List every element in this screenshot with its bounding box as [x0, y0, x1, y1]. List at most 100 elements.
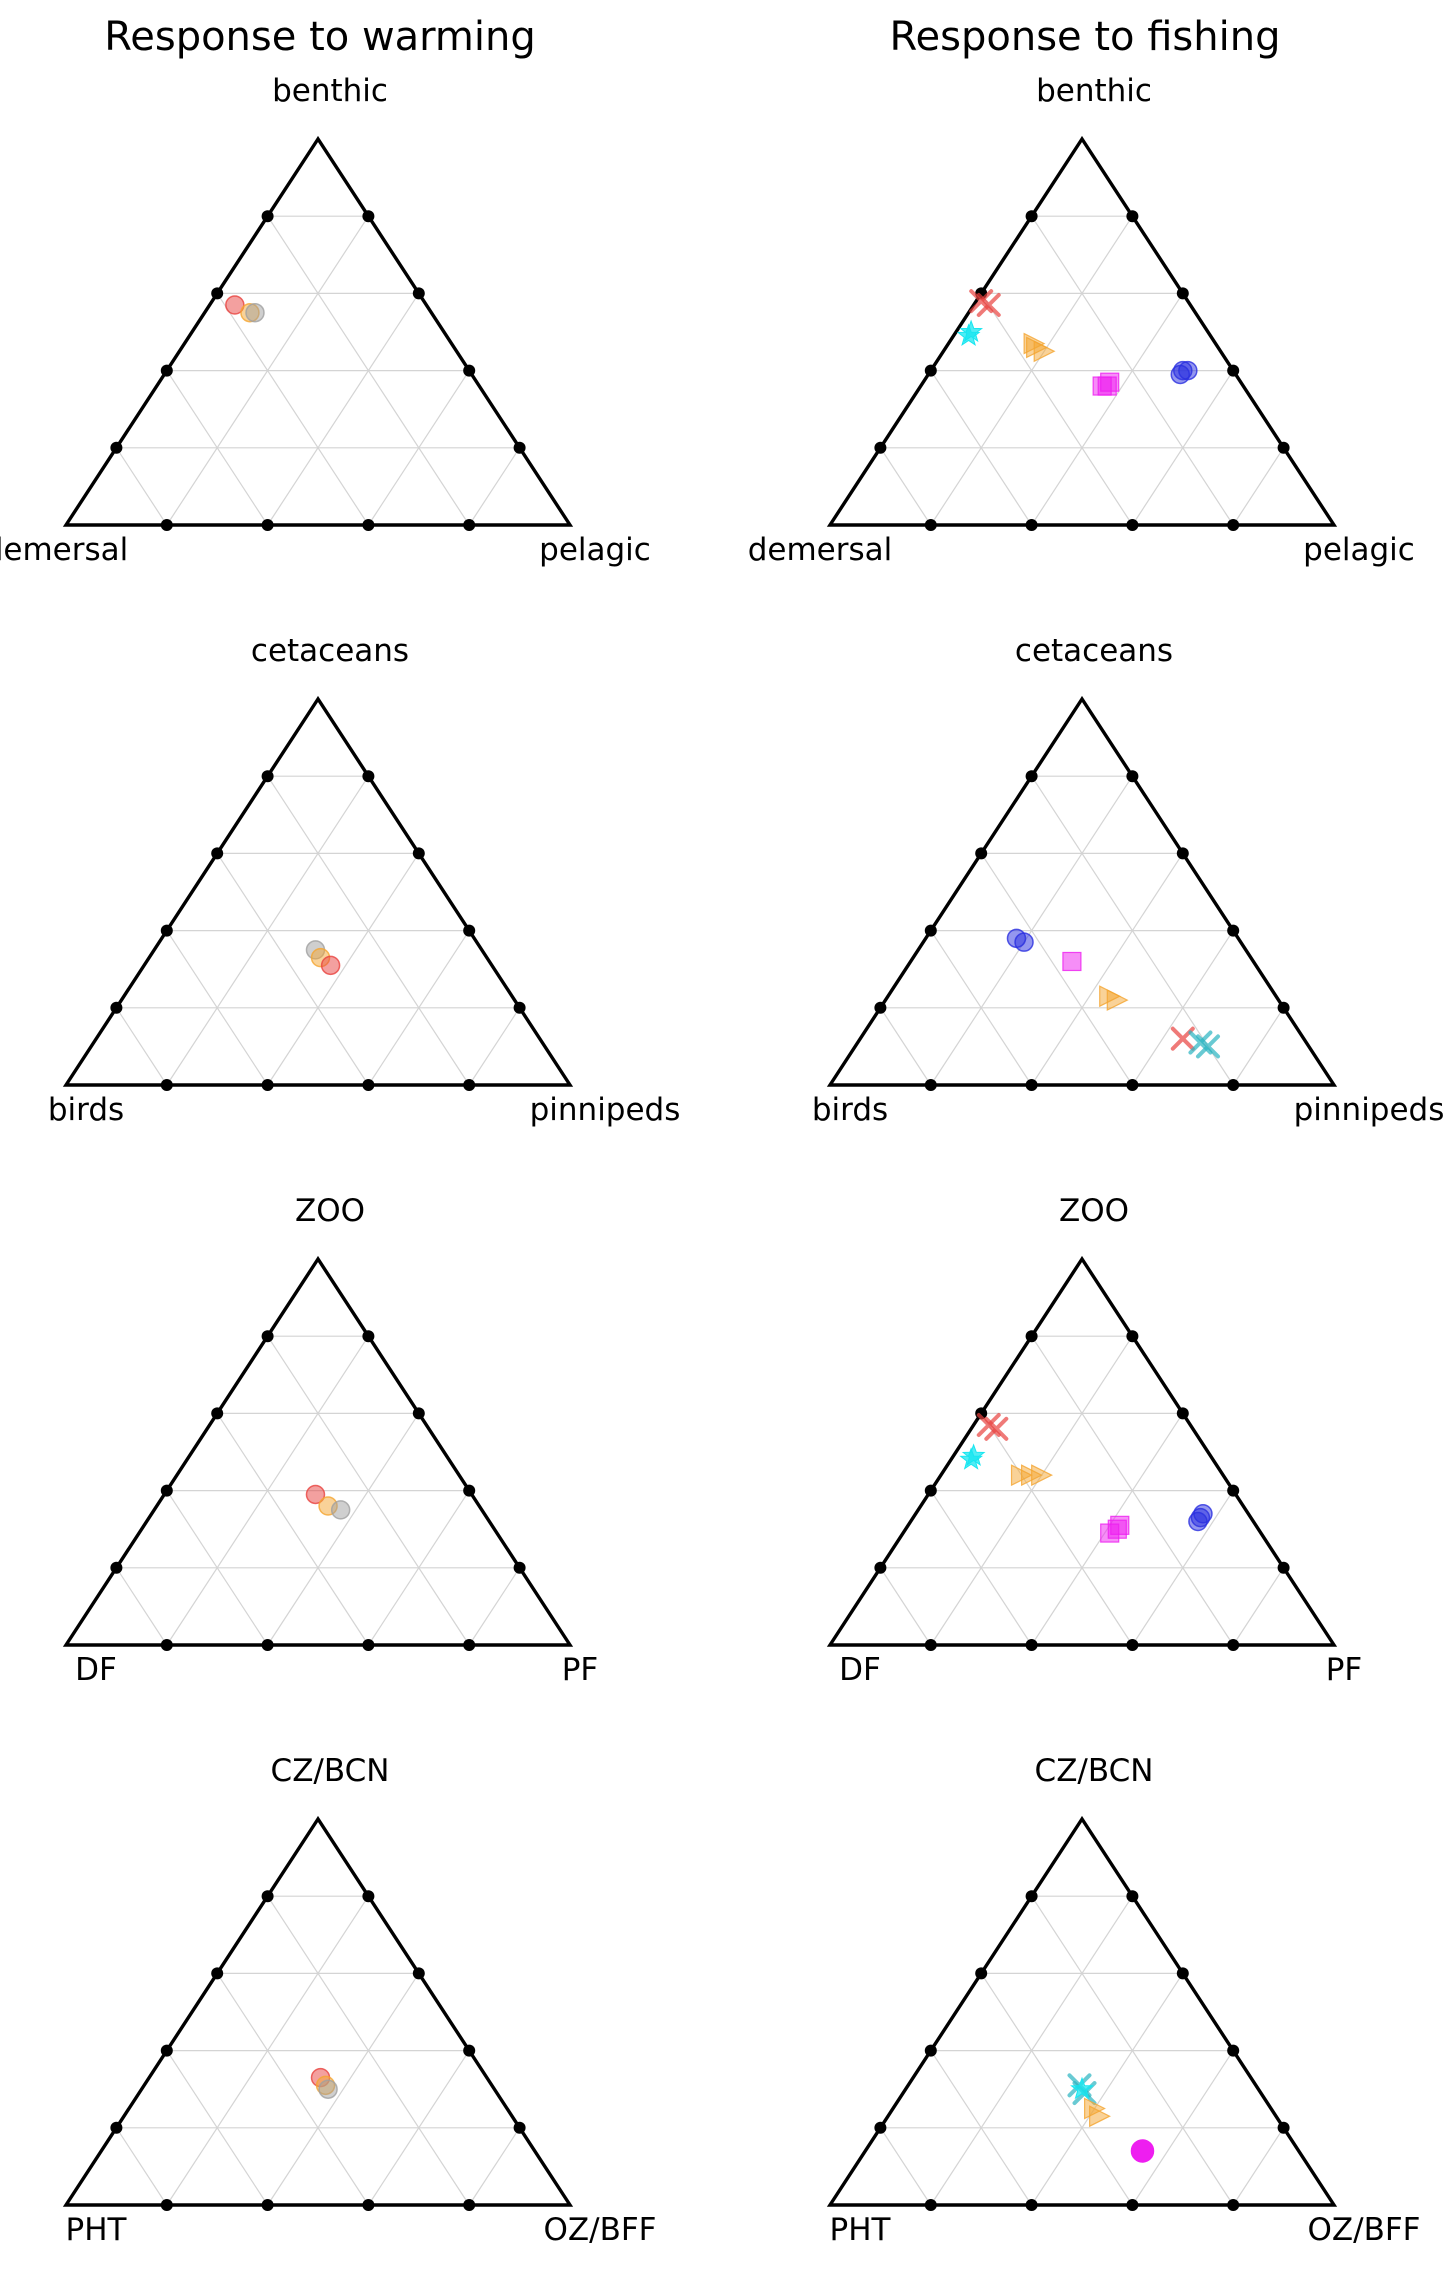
corner-label-top: cetaceans	[251, 633, 409, 669]
tick-dot	[1025, 1079, 1038, 1091]
tick-dot	[1126, 1079, 1139, 1091]
corner-label-top: benthic	[1036, 73, 1152, 109]
tick-dot	[362, 2199, 375, 2211]
point-5-circle	[1130, 2139, 1155, 2163]
grid-lines	[879, 775, 1285, 1086]
grid-line	[1031, 293, 1184, 526]
grid-line	[1131, 2050, 1234, 2206]
tick-dot	[463, 519, 476, 531]
grid-line	[930, 930, 1033, 1086]
ternary-plot-2: benthic demersal pelagic	[748, 73, 1415, 568]
corner-label-right: pinnipeds	[1294, 1092, 1445, 1128]
tick-dot	[261, 210, 274, 223]
tick-dot	[1277, 1561, 1290, 1574]
tick-dot	[261, 1330, 274, 1343]
corner-label-right: pelagic	[539, 532, 651, 568]
point-1-x	[969, 289, 994, 314]
tick-dot	[1126, 770, 1139, 783]
grid-lines	[879, 1335, 1285, 1646]
tick-dot	[463, 2044, 476, 2057]
tick-dot	[261, 1079, 274, 1091]
grid-line	[115, 1007, 168, 1086]
grid-line	[166, 930, 269, 1086]
ternary-plot-7: CZ/BCN PHT OZ/BFF	[62, 1753, 657, 2248]
tick-dot	[1025, 1890, 1038, 1903]
point-0-circle	[225, 295, 245, 315]
tick-dot	[513, 1561, 526, 1574]
grid-line	[1232, 2127, 1285, 2206]
data-points	[956, 289, 1198, 396]
grid-line	[980, 853, 1133, 1086]
tick-dot	[362, 1330, 375, 1343]
tick-dot	[924, 1079, 937, 1091]
tick-dot	[924, 364, 937, 377]
grid-line	[980, 1973, 1133, 2206]
tick-dot	[160, 1079, 173, 1091]
tick-dot	[261, 1639, 274, 1651]
tick-dot	[1025, 210, 1038, 223]
tick-dots	[110, 210, 526, 531]
tick-dot	[412, 1407, 425, 1420]
grid-lines	[879, 215, 1285, 526]
tick-dot	[1227, 364, 1240, 377]
tick-dot	[1227, 1484, 1240, 1497]
tick-dot	[110, 441, 123, 454]
tick-dot	[975, 1967, 988, 1980]
tick-dot	[160, 364, 173, 377]
grid-line	[879, 447, 932, 526]
tick-dot	[513, 2121, 526, 2134]
corner-label-right: OZ/BFF	[1307, 2212, 1420, 2248]
tick-dots	[110, 770, 526, 1091]
tick-dot	[874, 1561, 887, 1574]
tick-dot	[211, 287, 224, 300]
ternary-plot-5: ZOO DF PF	[62, 1193, 598, 1688]
grid-line	[267, 293, 420, 526]
grid-line	[216, 293, 369, 526]
tick-dot	[261, 770, 274, 783]
grid-line	[980, 1413, 1133, 1646]
corner-label-left: demersal	[748, 532, 893, 568]
tick-dot	[513, 441, 526, 454]
grid-line	[1031, 1973, 1184, 2206]
tick-dot	[924, 2044, 937, 2057]
tick-dot	[1025, 1330, 1038, 1343]
data-points	[1067, 2073, 1155, 2163]
grid-line	[930, 2050, 1033, 2206]
tick-dot	[1126, 210, 1139, 223]
point-2-circle	[245, 302, 265, 323]
ternary-plot-3: cetaceans birds pinnipeds	[48, 633, 681, 1128]
tick-dot	[1227, 1079, 1240, 1091]
grid-line	[267, 1413, 420, 1646]
tick-dot	[513, 1001, 526, 1014]
grid-line	[468, 1567, 521, 1646]
tick-dot	[1126, 519, 1139, 531]
tick-dot	[261, 519, 274, 531]
triangle-frame	[62, 135, 574, 527]
tick-dot	[463, 364, 476, 377]
tick-dots	[874, 1890, 1290, 2211]
grid-lines	[115, 775, 521, 1086]
tick-dot	[362, 1890, 375, 1903]
grid-line	[1232, 1567, 1285, 1646]
tick-dot	[362, 519, 375, 531]
tick-dot	[160, 924, 173, 937]
data-points	[959, 1412, 1213, 1543]
tick-dot	[1025, 1639, 1038, 1651]
tick-dot	[362, 210, 375, 223]
tick-dot	[463, 2199, 476, 2211]
triangle-frame	[826, 1255, 1338, 1647]
plots-container: benthic demersal pelagic benthic demersal pel…	[0, 73, 1444, 2248]
tick-dots	[874, 210, 1290, 531]
data-points	[305, 940, 341, 976]
tick-dot	[412, 847, 425, 860]
tick-dot	[160, 519, 173, 531]
grid-line	[1232, 447, 1285, 526]
grid-line	[267, 853, 420, 1086]
ternary-plot-4: cetaceans birds pinnipeds	[812, 633, 1445, 1128]
tick-dot	[1025, 770, 1038, 783]
grid-line	[468, 2127, 521, 2206]
tick-dot	[261, 2199, 274, 2211]
corner-label-left: PHT	[830, 2212, 892, 2248]
grid-line	[879, 2127, 932, 2206]
